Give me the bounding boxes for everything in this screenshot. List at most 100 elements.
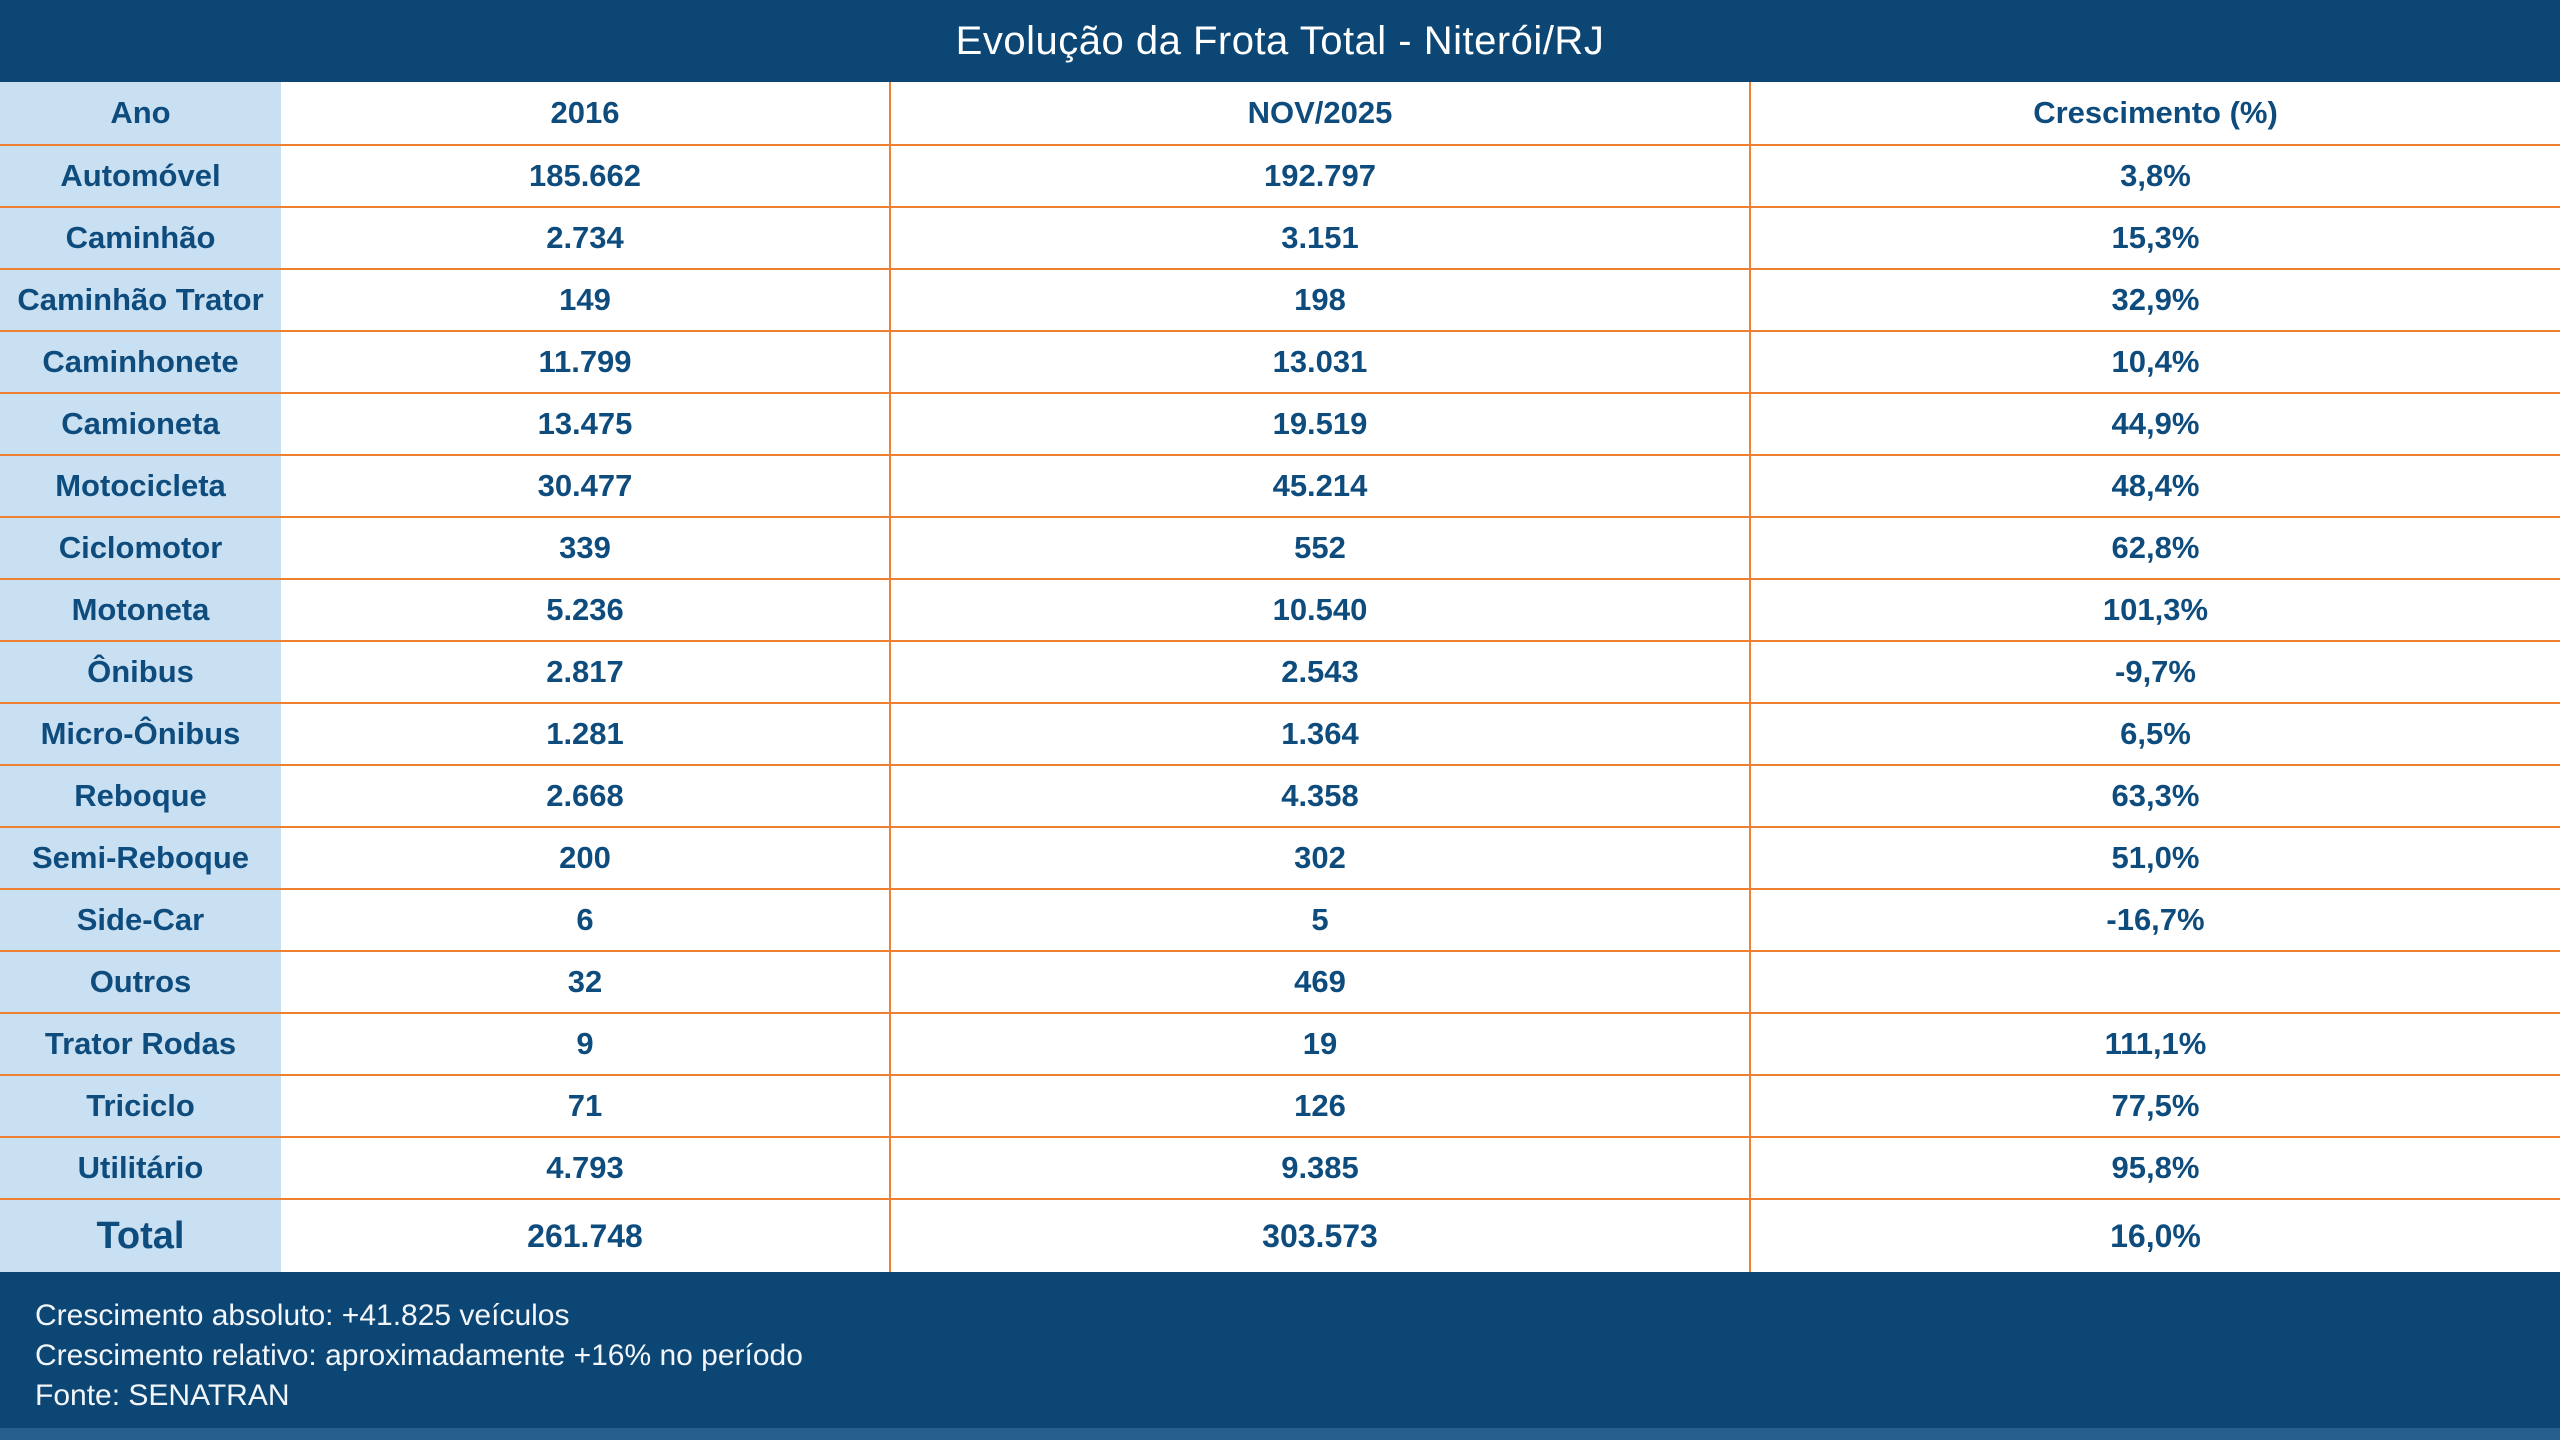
value-growth: 3,8% [1749,145,2560,207]
header-row: Ano 2016 NOV/2025 Crescimento (%) [0,82,2560,145]
value-growth [1749,951,2560,1013]
value-nov2025: 9.385 [889,1137,1750,1199]
value-growth: 101,3% [1749,579,2560,641]
table-row: Motoneta 5.236 10.540 101,3% [0,579,2560,641]
value-nov2025: 19 [889,1013,1750,1075]
row-label: Utilitário [0,1137,281,1199]
value-growth: 48,4% [1749,455,2560,517]
table-row: Ônibus 2.817 2.543 -9,7% [0,641,2560,703]
value-growth: 62,8% [1749,517,2560,579]
value-2016: 32 [281,951,890,1013]
value-nov2025: 469 [889,951,1750,1013]
table-row: Camioneta 13.475 19.519 44,9% [0,393,2560,455]
row-label: Triciclo [0,1075,281,1137]
column-header-ano: Ano [0,82,281,145]
table-row: Trator Rodas 9 19 111,1% [0,1013,2560,1075]
total-value-nov2025: 303.573 [889,1199,1750,1272]
row-label: Micro-Ônibus [0,703,281,765]
value-2016: 2.734 [281,207,890,269]
footer-panel: Crescimento absoluto: +41.825 veículos C… [0,1272,2560,1440]
row-label: Trator Rodas [0,1013,281,1075]
table-row: Reboque 2.668 4.358 63,3% [0,765,2560,827]
value-nov2025: 1.364 [889,703,1750,765]
value-nov2025: 302 [889,827,1750,889]
value-nov2025: 192.797 [889,145,1750,207]
value-nov2025: 45.214 [889,455,1750,517]
value-growth: 6,5% [1749,703,2560,765]
value-2016: 149 [281,269,890,331]
total-value-2016: 261.748 [281,1199,890,1272]
table-row: Side-Car 6 5 -16,7% [0,889,2560,951]
table-row: Motocicleta 30.477 45.214 48,4% [0,455,2560,517]
value-growth: 51,0% [1749,827,2560,889]
table-row: Automóvel 185.662 192.797 3,8% [0,145,2560,207]
value-2016: 6 [281,889,890,951]
value-2016: 2.668 [281,765,890,827]
value-2016: 13.475 [281,393,890,455]
row-label: Semi-Reboque [0,827,281,889]
value-growth: -16,7% [1749,889,2560,951]
table-row: Ciclomotor 339 552 62,8% [0,517,2560,579]
value-nov2025: 13.031 [889,331,1750,393]
row-label: Outros [0,951,281,1013]
value-growth: 32,9% [1749,269,2560,331]
table-row: Outros 32 469 [0,951,2560,1013]
column-header-nov2025: NOV/2025 [889,82,1750,145]
value-nov2025: 4.358 [889,765,1750,827]
table-row: Caminhão 2.734 3.151 15,3% [0,207,2560,269]
value-2016: 11.799 [281,331,890,393]
value-nov2025: 3.151 [889,207,1750,269]
value-growth: 10,4% [1749,331,2560,393]
value-growth: 111,1% [1749,1013,2560,1075]
value-2016: 185.662 [281,145,890,207]
row-label: Caminhão Trator [0,269,281,331]
value-growth: 95,8% [1749,1137,2560,1199]
bottom-accent-bar [0,1428,2560,1440]
row-label: Motocicleta [0,455,281,517]
value-nov2025: 19.519 [889,393,1750,455]
row-label: Camioneta [0,393,281,455]
value-2016: 1.281 [281,703,890,765]
total-row: Total 261.748 303.573 16,0% [0,1199,2560,1272]
total-value-growth: 16,0% [1749,1199,2560,1272]
value-growth: 44,9% [1749,393,2560,455]
value-nov2025: 2.543 [889,641,1750,703]
value-2016: 4.793 [281,1137,890,1199]
value-2016: 30.477 [281,455,890,517]
value-nov2025: 10.540 [889,579,1750,641]
title-bar: Evolução da Frota Total - Niterói/RJ [0,0,2560,82]
value-2016: 71 [281,1075,890,1137]
row-label: Ônibus [0,641,281,703]
table-row: Caminhão Trator 149 198 32,9% [0,269,2560,331]
value-2016: 5.236 [281,579,890,641]
value-2016: 200 [281,827,890,889]
column-header-2016: 2016 [281,82,890,145]
value-growth: -9,7% [1749,641,2560,703]
page-title: Evolução da Frota Total - Niterói/RJ [955,18,1605,63]
footer-notes: Crescimento absoluto: +41.825 veículos C… [0,1272,2560,1416]
table-row: Micro-Ônibus 1.281 1.364 6,5% [0,703,2560,765]
row-label: Automóvel [0,145,281,207]
table-row: Utilitário 4.793 9.385 95,8% [0,1137,2560,1199]
note-relative-growth: Crescimento relativo: aproximadamente +1… [35,1339,803,1372]
table-row: Semi-Reboque 200 302 51,0% [0,827,2560,889]
value-growth: 15,3% [1749,207,2560,269]
table-row: Caminhonete 11.799 13.031 10,4% [0,331,2560,393]
value-growth: 77,5% [1749,1075,2560,1137]
row-label: Ciclomotor [0,517,281,579]
note-source: Fonte: SENATRAN [35,1379,290,1412]
fleet-evolution-table: Ano 2016 NOV/2025 Crescimento (%) Automó… [0,82,2560,1272]
value-2016: 2.817 [281,641,890,703]
row-label: Motoneta [0,579,281,641]
column-header-crescimento: Crescimento (%) [1749,82,2560,145]
note-absolute-growth: Crescimento absoluto: +41.825 veículos [35,1299,570,1332]
value-nov2025: 5 [889,889,1750,951]
total-label: Total [0,1199,281,1272]
value-2016: 9 [281,1013,890,1075]
row-label: Side-Car [0,889,281,951]
value-nov2025: 198 [889,269,1750,331]
row-label: Reboque [0,765,281,827]
value-nov2025: 126 [889,1075,1750,1137]
table-row: Triciclo 71 126 77,5% [0,1075,2560,1137]
